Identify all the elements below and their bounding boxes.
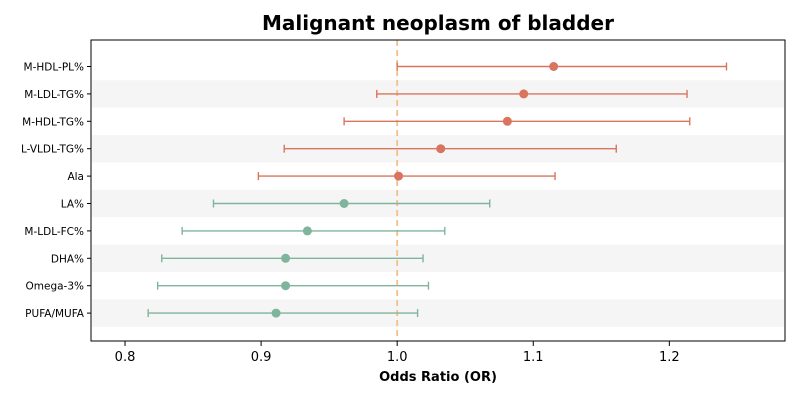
y-axis: M-HDL-PL% M-LDL-TG% M-HDL-TG% L-VLDL-TG% Ala… (21, 62, 91, 320)
y-tick-label: L-VLDL-TG% (21, 144, 84, 156)
or-point (519, 89, 529, 99)
x-tick-label: 1.1 (523, 350, 544, 365)
x-axis: 0.8 0.9 1.0 1.1 1.2 (115, 341, 680, 365)
y-tick-label: M-HDL-TG% (22, 116, 84, 128)
or-point (302, 226, 312, 236)
forest-row (147, 308, 419, 318)
forest-row (257, 171, 556, 181)
forest-row (376, 89, 688, 99)
forest-row (283, 144, 617, 154)
x-tick-label: 0.9 (251, 350, 272, 365)
x-tick-label: 0.8 (115, 350, 136, 365)
y-tick-label: M-LDL-FC% (24, 226, 84, 238)
y-tick-label: Omega-3% (26, 281, 85, 293)
chart-title: Malignant neoplasm of bladder (262, 11, 614, 35)
or-point (549, 62, 559, 71)
y-tick-label: M-HDL-PL% (24, 62, 84, 74)
forest-row (396, 62, 728, 71)
or-point (394, 171, 404, 181)
plot-frame (90, 39, 786, 342)
or-point (281, 281, 291, 291)
forest-row (212, 199, 491, 208)
forest-row (181, 226, 446, 236)
or-point (436, 144, 446, 154)
forest-row (156, 281, 430, 291)
forest-row (161, 253, 424, 263)
y-tick-label: DHA% (51, 253, 84, 265)
or-point (502, 116, 512, 126)
y-tick-label: PUFA/MUFA (25, 308, 85, 320)
forest-rows (147, 62, 728, 318)
or-point (281, 253, 291, 263)
forest-row (343, 116, 691, 126)
or-point (271, 308, 281, 318)
y-tick-label: Ala (67, 171, 84, 183)
x-tick-label: 1.0 (387, 350, 408, 365)
x-axis-label: Odds Ratio (OR) (379, 370, 497, 385)
y-tick-label: LA% (61, 199, 84, 211)
y-tick-label: M-LDL-TG% (24, 89, 84, 101)
x-tick-label: 1.2 (659, 350, 680, 365)
or-point (339, 199, 349, 208)
